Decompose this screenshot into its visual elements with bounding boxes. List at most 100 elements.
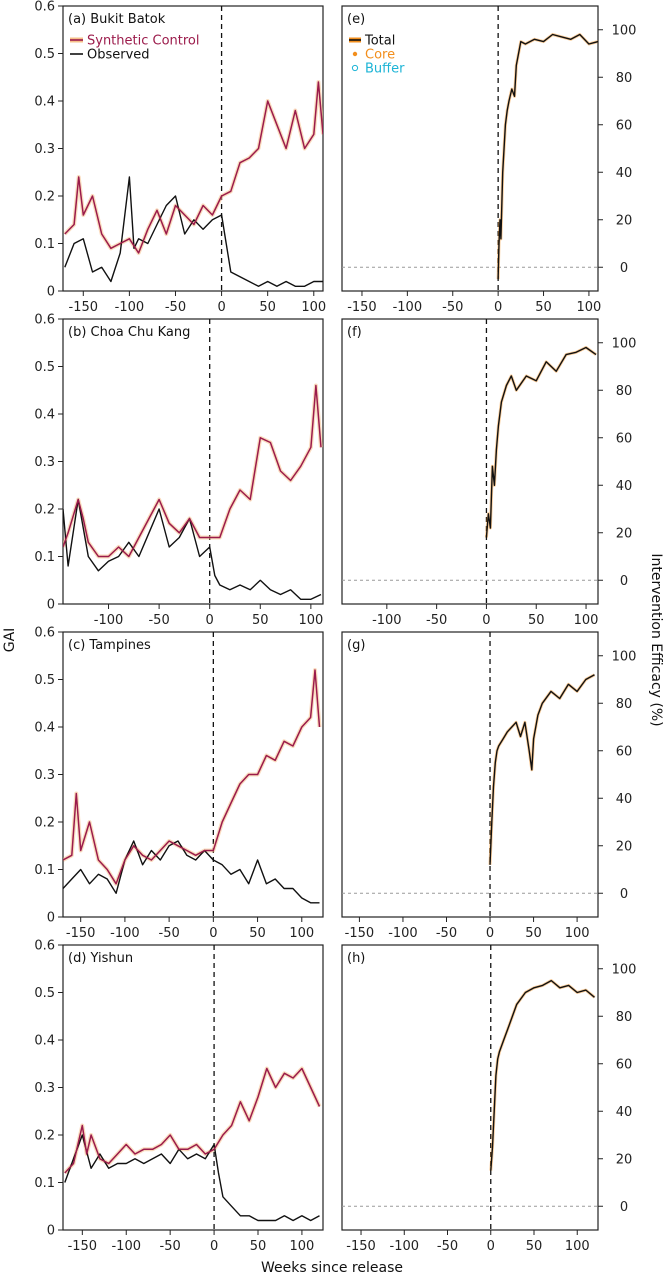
y-tick-label: 0.3 — [34, 455, 55, 470]
legend-observed-label: Observed — [87, 48, 150, 63]
series-observed — [64, 1134, 320, 1222]
series-synthetic — [64, 1067, 321, 1174]
panel-g: 0 20 40 60 80 100 -150 -100 -50 0 50 100 (g) — [341, 631, 636, 941]
y-tick-label: 40 — [616, 1105, 633, 1120]
y-tick-label: 0.6 — [34, 939, 55, 954]
plot-frame — [62, 631, 324, 918]
right-panels: 0 20 40 60 80 100 -150 -100 -50 0 50 100 (e) TotalCor… — [341, 5, 637, 1254]
plot-frame — [341, 944, 599, 1231]
x-tick-label: -100 — [388, 926, 418, 941]
y-tick-label: 0.6 — [34, 313, 55, 328]
y-tick-label: 0.4 — [34, 1034, 55, 1049]
plot-frame — [341, 631, 599, 918]
x-tick-label: 100 — [577, 300, 602, 315]
panel-h: 0 20 40 60 80 100 -150 -100 -50 0 50 100 (h) — [341, 944, 637, 1254]
y-tick-label: 0 — [47, 911, 55, 926]
y-tick-label: 0.2 — [34, 816, 55, 831]
plot-frame — [62, 944, 324, 1231]
series-observed — [64, 176, 323, 287]
series-synthetic — [63, 669, 321, 885]
x-tick-label: 100 — [565, 926, 590, 941]
y-tick-label: 80 — [616, 697, 633, 712]
panel-e: 0 20 40 60 80 100 -150 -100 -50 0 50 100 (e) TotalCor… — [341, 5, 636, 315]
x-tick-label: -50 — [426, 613, 447, 628]
x-tick-label: 50 — [535, 300, 552, 315]
y-tick-label: 0.5 — [34, 673, 55, 688]
y-tick-label: 80 — [616, 71, 633, 86]
y-tick-label: 0.5 — [34, 986, 55, 1001]
y-tick-label: 60 — [616, 744, 633, 759]
y-tick-label: 0 — [620, 574, 628, 589]
y-tick-label: 0 — [47, 285, 55, 300]
x-axis-title: Weeks since release — [261, 1260, 403, 1276]
series-total — [497, 33, 598, 280]
series-total — [489, 674, 595, 865]
left-panels: 0 0.1 0.2 0.3 0.4 0.5 0.6 -150 -100 -50 0 50 100 (a) … — [34, 0, 326, 1254]
panel-label: (g) — [347, 638, 365, 653]
y-tick-label: 60 — [616, 431, 633, 446]
x-tick-label: -50 — [165, 300, 186, 315]
y-tick-label: 0.5 — [34, 360, 55, 375]
y-tick-label: 40 — [616, 166, 633, 181]
panel-label: (b) Choa Chu Kang — [68, 325, 190, 340]
y-tick-label: 40 — [616, 479, 633, 494]
x-tick-label: -50 — [436, 926, 457, 941]
y-tick-label: 0 — [620, 261, 628, 276]
y-tick-label: 20 — [616, 213, 633, 228]
x-tick-label: 0 — [482, 613, 490, 628]
panel-f: 0 20 40 60 80 100 -100 -50 0 50 100 (f) — [341, 318, 637, 628]
series-core — [484, 346, 597, 538]
x-tick-label: 50 — [259, 300, 276, 315]
y-tick-label: 0.5 — [34, 47, 55, 62]
x-tick-label: 0 — [206, 613, 214, 628]
y-tick-label: 40 — [616, 792, 633, 807]
legend-core-swatch — [352, 51, 358, 57]
x-tick-label: 0 — [486, 926, 494, 941]
x-tick-label: -150 — [69, 300, 99, 315]
y-tick-label: 100 — [612, 962, 637, 977]
x-tick-label: -50 — [160, 1239, 181, 1254]
y-tick-label: 20 — [616, 839, 633, 854]
x-tick-label: 100 — [289, 926, 314, 941]
panel-label: (f) — [347, 325, 362, 340]
x-tick-label: -50 — [159, 926, 180, 941]
x-tick-label: 0 — [487, 1239, 495, 1254]
x-tick-label: -150 — [347, 300, 377, 315]
y-tick-label: 0.6 — [34, 0, 55, 15]
x-tick-label: 0 — [494, 300, 502, 315]
y-tick-label: 0 — [47, 598, 55, 613]
legend-core-label: Core — [365, 48, 395, 63]
y-tick-label: 0.2 — [34, 1129, 55, 1144]
y-tick-label: 20 — [616, 526, 633, 541]
y-tick-label: 60 — [616, 118, 633, 133]
series-group — [63, 1066, 322, 1222]
y-tick-label: 0.3 — [34, 1081, 55, 1096]
series-synthetic-band — [63, 668, 322, 886]
panel-label: (e) — [347, 12, 365, 27]
y-tick-label: 80 — [616, 1010, 633, 1025]
y-tick-label: 80 — [616, 384, 633, 399]
panel-label: (d) Yishun — [68, 951, 133, 966]
y-tick-label: 0.1 — [34, 237, 55, 252]
series-group — [496, 33, 598, 280]
y-tick-label: 0.1 — [34, 1176, 55, 1191]
x-tick-label: -100 — [393, 300, 423, 315]
y-tick-label: 0 — [620, 887, 628, 902]
y-tick-label: 0.1 — [34, 550, 55, 565]
x-tick-label: -100 — [111, 1239, 141, 1254]
y-tick-label: 0 — [620, 1200, 628, 1215]
legend-total-label: Total — [364, 34, 395, 49]
panel-label: (a) Bukit Batok — [68, 12, 166, 27]
x-tick-label: 0 — [209, 926, 217, 941]
x-tick-label: -100 — [372, 613, 402, 628]
y-tick-label: 0.4 — [34, 95, 55, 110]
x-tick-label: 50 — [528, 613, 545, 628]
panel-a: 0 0.1 0.2 0.3 0.4 0.5 0.6 -150 -100 -50 0 50 100 (a) … — [34, 0, 326, 315]
x-tick-label: 50 — [252, 613, 269, 628]
y-tick-label: 100 — [612, 336, 637, 351]
series-group — [63, 668, 322, 904]
series-total — [490, 979, 595, 1171]
